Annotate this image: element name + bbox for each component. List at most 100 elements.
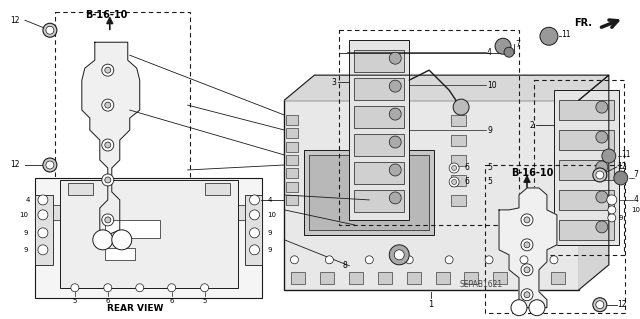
Text: 10: 10 bbox=[19, 212, 28, 218]
Circle shape bbox=[524, 267, 530, 273]
Circle shape bbox=[250, 210, 259, 220]
Circle shape bbox=[452, 180, 456, 184]
Circle shape bbox=[102, 64, 114, 76]
Bar bbox=[355, 50, 404, 72]
Text: 9: 9 bbox=[268, 230, 272, 236]
Circle shape bbox=[593, 298, 607, 312]
Text: 2: 2 bbox=[529, 121, 534, 130]
Circle shape bbox=[93, 230, 113, 250]
Text: 5: 5 bbox=[73, 298, 77, 304]
Circle shape bbox=[485, 256, 493, 264]
Circle shape bbox=[394, 250, 404, 260]
Bar bbox=[237, 205, 244, 220]
Circle shape bbox=[445, 256, 453, 264]
Circle shape bbox=[105, 217, 111, 223]
Bar bbox=[60, 180, 237, 288]
Bar bbox=[355, 78, 404, 100]
Text: 12: 12 bbox=[617, 162, 627, 171]
Circle shape bbox=[550, 256, 558, 264]
Circle shape bbox=[325, 256, 333, 264]
Circle shape bbox=[520, 256, 528, 264]
Circle shape bbox=[608, 214, 616, 222]
Bar bbox=[551, 272, 565, 284]
Bar bbox=[349, 272, 363, 284]
Circle shape bbox=[38, 245, 48, 255]
Text: FR.: FR. bbox=[574, 18, 592, 28]
Circle shape bbox=[521, 289, 533, 301]
Circle shape bbox=[105, 177, 111, 183]
Text: 8: 8 bbox=[342, 261, 348, 270]
Text: 12: 12 bbox=[10, 16, 19, 25]
Circle shape bbox=[533, 304, 541, 312]
Bar bbox=[355, 106, 404, 128]
Text: SEPAB1621: SEPAB1621 bbox=[459, 280, 502, 289]
Circle shape bbox=[524, 217, 530, 223]
Text: 11: 11 bbox=[561, 30, 570, 39]
Circle shape bbox=[200, 284, 209, 292]
Circle shape bbox=[389, 108, 401, 120]
Circle shape bbox=[102, 99, 114, 111]
Bar bbox=[105, 248, 135, 260]
Bar bbox=[451, 195, 466, 206]
Polygon shape bbox=[284, 75, 609, 100]
Circle shape bbox=[529, 300, 545, 316]
Text: 10: 10 bbox=[631, 207, 640, 213]
Text: B-16-10: B-16-10 bbox=[511, 168, 554, 178]
Bar bbox=[559, 160, 614, 180]
Bar bbox=[554, 90, 619, 245]
Text: 5: 5 bbox=[487, 163, 492, 173]
Bar bbox=[451, 115, 466, 126]
Circle shape bbox=[614, 171, 628, 185]
Circle shape bbox=[43, 23, 57, 37]
Text: 4: 4 bbox=[487, 48, 492, 57]
Circle shape bbox=[250, 245, 259, 255]
Circle shape bbox=[593, 168, 607, 182]
Circle shape bbox=[71, 284, 79, 292]
Bar bbox=[559, 220, 614, 240]
Circle shape bbox=[389, 192, 401, 204]
Bar bbox=[355, 162, 404, 184]
Text: 10: 10 bbox=[268, 212, 276, 218]
Polygon shape bbox=[579, 75, 609, 290]
Bar bbox=[309, 155, 429, 230]
Bar bbox=[451, 135, 466, 146]
Bar bbox=[35, 178, 262, 298]
Text: 7: 7 bbox=[515, 40, 520, 49]
Text: 6: 6 bbox=[170, 298, 174, 304]
Text: 9: 9 bbox=[487, 126, 492, 135]
Bar bbox=[287, 128, 298, 138]
Text: 12: 12 bbox=[10, 160, 19, 169]
Circle shape bbox=[607, 195, 617, 205]
Circle shape bbox=[596, 131, 608, 143]
Circle shape bbox=[105, 102, 111, 108]
Circle shape bbox=[116, 234, 128, 246]
Bar bbox=[436, 272, 449, 284]
Circle shape bbox=[102, 214, 114, 226]
Bar bbox=[349, 40, 409, 220]
Bar bbox=[320, 272, 334, 284]
Bar bbox=[305, 150, 434, 235]
Text: 5: 5 bbox=[487, 177, 492, 187]
Circle shape bbox=[495, 38, 511, 54]
Text: 6: 6 bbox=[464, 163, 469, 173]
Text: 3: 3 bbox=[332, 78, 337, 87]
Circle shape bbox=[112, 230, 132, 250]
Circle shape bbox=[38, 210, 48, 220]
Circle shape bbox=[524, 292, 530, 298]
Circle shape bbox=[38, 195, 48, 205]
Text: 6: 6 bbox=[106, 298, 110, 304]
Circle shape bbox=[449, 177, 459, 187]
Bar bbox=[485, 165, 625, 313]
Circle shape bbox=[46, 26, 54, 34]
Bar bbox=[53, 205, 61, 220]
Circle shape bbox=[602, 149, 616, 163]
Text: 7: 7 bbox=[634, 170, 639, 180]
Bar bbox=[287, 142, 298, 152]
Bar bbox=[493, 272, 508, 284]
Circle shape bbox=[515, 304, 523, 312]
Bar bbox=[559, 130, 614, 150]
Circle shape bbox=[596, 101, 608, 113]
Circle shape bbox=[511, 300, 527, 316]
Circle shape bbox=[105, 142, 111, 148]
Circle shape bbox=[250, 195, 259, 205]
